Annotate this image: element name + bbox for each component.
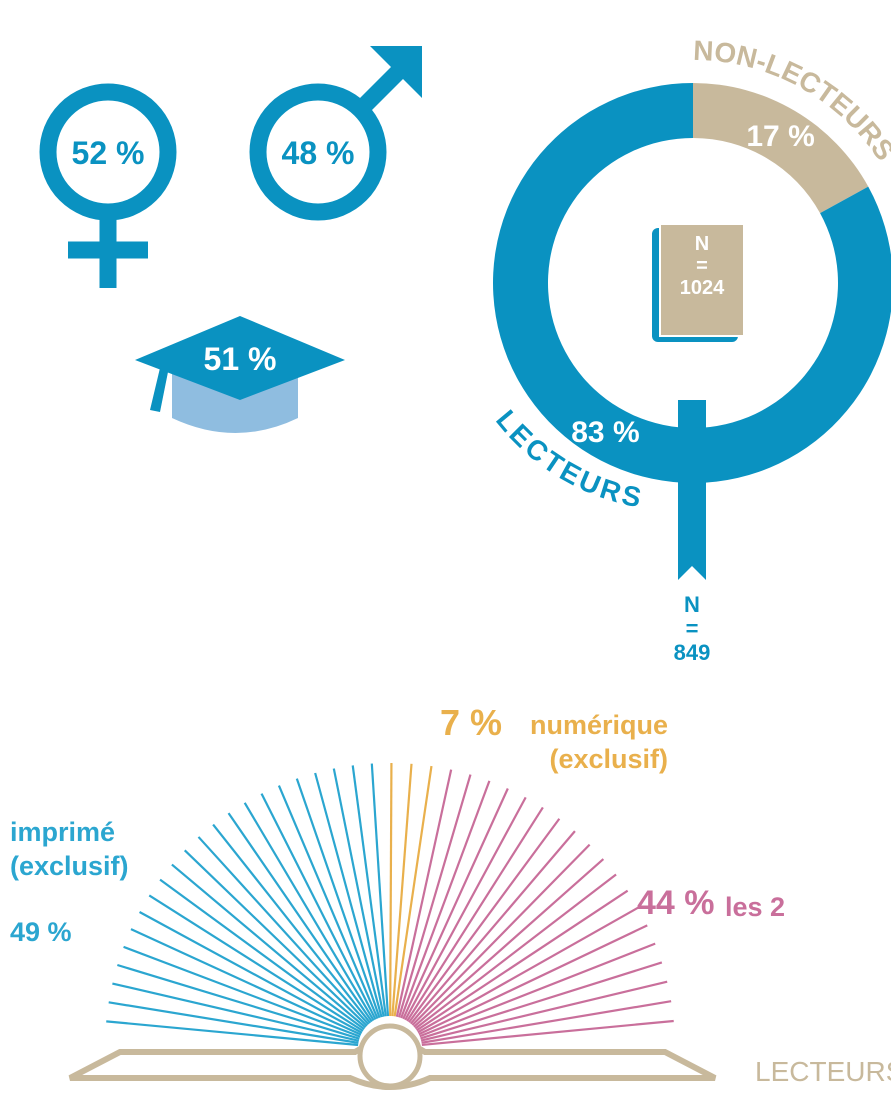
fan-line: [227, 812, 373, 1023]
fan-line: [421, 1019, 674, 1047]
fan-line: [243, 802, 375, 1022]
fan-line: [130, 928, 362, 1036]
book-icon: [652, 223, 745, 342]
fan-category: imprimé (exclusif): [10, 817, 129, 881]
cap-tassel: [150, 368, 168, 412]
fan-title: LECTEURS: [755, 1056, 891, 1087]
fan-line: [418, 924, 648, 1036]
fan-line: [370, 763, 390, 1017]
ribbon-label: 849: [674, 640, 711, 665]
fan-line: [277, 785, 379, 1019]
center-label: 1024: [680, 277, 725, 299]
fan-value: 7 %: [440, 702, 503, 743]
fan-line: [417, 906, 639, 1034]
fan-line: [260, 793, 377, 1020]
fan-line: [117, 963, 360, 1040]
fan-sector: [106, 763, 390, 1047]
fan-line: [148, 894, 364, 1032]
fan-line: [404, 796, 527, 1021]
fan-line: [183, 849, 368, 1027]
fan-line: [108, 1001, 359, 1044]
fan-line: [212, 823, 372, 1024]
fan-line: [409, 830, 576, 1025]
ribbon: [678, 400, 706, 580]
ribbon-label: N: [684, 592, 700, 617]
fan-sector: [395, 769, 674, 1047]
slice-value: 83 %: [571, 416, 639, 449]
fan-line: [393, 765, 433, 1017]
donut-slice: [693, 83, 869, 214]
cap-top: [135, 316, 345, 400]
fan-line: [106, 1020, 359, 1047]
fan-line: [351, 765, 387, 1017]
fan-line: [123, 945, 361, 1038]
fan-line: [420, 961, 663, 1040]
center-label: =: [696, 255, 708, 277]
fan-sector: [389, 762, 433, 1017]
male-value: 48 %: [282, 135, 355, 171]
fan-line: [408, 818, 561, 1023]
graduate-value: 51 %: [204, 341, 277, 377]
fan-line: [400, 780, 491, 1019]
fan-line: [139, 911, 363, 1034]
fan-line: [112, 982, 360, 1042]
fan-line: [295, 778, 381, 1019]
fan-line: [314, 772, 383, 1018]
fan-value: 44 %: [637, 884, 715, 922]
female-value: 52 %: [72, 135, 145, 171]
fan-line: [395, 769, 453, 1017]
fan-line: [391, 763, 413, 1017]
fan-line: [416, 889, 629, 1032]
fan-line: [411, 843, 591, 1026]
fan-line: [413, 858, 605, 1028]
fan-category: les 2: [725, 892, 786, 922]
fan-line: [397, 774, 472, 1018]
fan-line: [402, 788, 509, 1020]
fan-line: [406, 806, 544, 1022]
fan-line: [419, 942, 656, 1038]
male-arrow: [370, 46, 422, 98]
fan-line: [159, 878, 365, 1030]
female-icon: [39, 83, 177, 288]
fan-value: 49 %: [10, 917, 72, 947]
center-label: N: [695, 233, 709, 255]
fan-line: [171, 863, 367, 1029]
fan-line: [332, 768, 385, 1017]
fan-line: [414, 873, 617, 1030]
ribbon-label: =: [686, 616, 699, 641]
fan-line: [389, 762, 393, 1017]
fan-line: [420, 980, 668, 1042]
fan-hub: [357, 1023, 423, 1089]
slice-value: 17 %: [746, 120, 814, 153]
fan-category: numérique (exclusif): [529, 710, 668, 774]
fan-line: [197, 836, 370, 1026]
fan-line: [421, 1000, 672, 1044]
